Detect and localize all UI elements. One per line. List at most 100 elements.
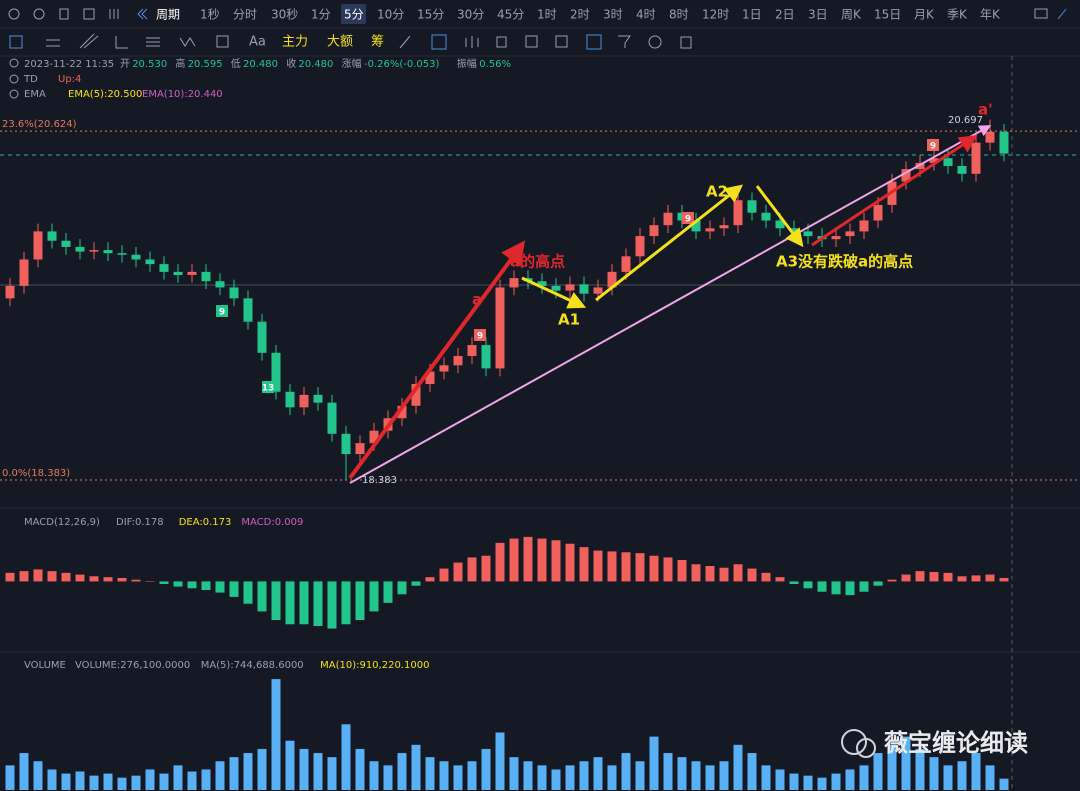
watermark: 薇宝缠论细读: [884, 729, 1028, 757]
period-button[interactable]: 3时: [603, 8, 623, 22]
icon[interactable]: [179, 37, 196, 47]
macd-bar: [971, 575, 981, 582]
volume-bar: [971, 753, 981, 790]
period-button[interactable]: 5分: [344, 8, 364, 22]
icon[interactable]: [525, 35, 538, 48]
macd-bar: [943, 572, 953, 582]
tool-button[interactable]: 主力: [282, 35, 308, 50]
candle-body: [579, 284, 589, 294]
candle-body: [719, 225, 729, 229]
icon[interactable]: [431, 34, 447, 50]
candle-body: [397, 405, 407, 419]
macd-bar: [397, 581, 407, 595]
period-button[interactable]: 季K: [947, 8, 968, 22]
period-button[interactable]: 4时: [636, 8, 656, 22]
period-button[interactable]: 1秒: [200, 8, 220, 22]
macd-bar: [621, 552, 631, 582]
candle-body: [75, 246, 85, 252]
volume-bar: [89, 775, 99, 790]
volume-bar: [257, 748, 267, 790]
trend-arrow: [521, 276, 587, 309]
icon[interactable]: [618, 35, 631, 48]
macd-bar: [999, 578, 1009, 582]
macd-bar: [453, 562, 463, 582]
period-button[interactable]: 2日: [775, 8, 795, 22]
panel-legend: DEA:0.173: [179, 517, 232, 528]
period-button[interactable]: 年K: [980, 8, 1001, 22]
period-button[interactable]: 30秒: [271, 8, 298, 22]
candle-body: [929, 158, 939, 163]
period-button[interactable]: 1分: [311, 8, 331, 22]
icon[interactable]: [46, 39, 60, 47]
tool-button[interactable]: 筹: [371, 34, 384, 50]
icon[interactable]: [79, 33, 99, 49]
volume-bar: [187, 771, 197, 790]
icon[interactable]: [33, 8, 45, 20]
icon[interactable]: [648, 35, 662, 49]
period-button[interactable]: 15日: [874, 8, 901, 22]
toolbar-icons[interactable]: [8, 8, 1067, 99]
period-button[interactable]: 分时: [233, 8, 257, 22]
volume-bar: [411, 744, 421, 790]
volume-bar: [593, 757, 603, 790]
candle-body: [19, 259, 29, 286]
macd-bar: [593, 550, 603, 582]
overlays: a a的高点 A1 A2 A3没有跌破a的高点 a' 薇宝缠论细读: [348, 101, 1028, 758]
info-label: 低: [231, 57, 241, 70]
period-button[interactable]: 8时: [669, 8, 689, 22]
icon[interactable]: [59, 8, 69, 20]
macd-bar: [859, 581, 869, 592]
volume-bar: [243, 753, 253, 790]
macd-bar: [313, 581, 323, 626]
icon[interactable]: [137, 8, 148, 20]
candle-body: [747, 200, 757, 213]
icon[interactable]: [586, 34, 602, 50]
icon[interactable]: [146, 37, 160, 47]
icon[interactable]: [1057, 8, 1067, 20]
icon[interactable]: [9, 35, 23, 49]
period-button[interactable]: 1时: [537, 8, 557, 22]
fib-label: 23.6%(20.624): [2, 119, 77, 130]
icon[interactable]: [109, 9, 119, 19]
info-value: 20.480: [298, 59, 333, 70]
macd-bar: [551, 540, 561, 582]
macd-bar: [649, 555, 659, 582]
icon[interactable]: [216, 35, 229, 48]
tool-button[interactable]: Aa: [249, 35, 266, 50]
period-button[interactable]: 1日: [742, 8, 762, 22]
active-period-bg[interactable]: [341, 4, 366, 24]
macd-bar: [579, 547, 589, 582]
period-button[interactable]: 2时: [570, 8, 590, 22]
period-button[interactable]: 45分: [497, 8, 524, 22]
macd-bar: [131, 579, 141, 582]
icon[interactable]: [496, 36, 507, 48]
icon[interactable]: [1034, 8, 1048, 19]
period-button[interactable]: 月K: [914, 8, 935, 22]
macd-bar: [789, 581, 799, 584]
period-button[interactable]: 10分: [377, 8, 404, 22]
macd-bar: [103, 577, 113, 582]
macd-bar: [439, 568, 449, 582]
volume-bar: [453, 765, 463, 790]
volume-bar: [229, 757, 239, 790]
icon[interactable]: [115, 36, 128, 49]
icon[interactable]: [399, 35, 411, 49]
period-button[interactable]: 周K: [841, 8, 862, 22]
period-button[interactable]: 12时: [702, 8, 729, 22]
macd-bar: [61, 572, 71, 582]
macd-bar: [635, 553, 645, 582]
period-button[interactable]: 3日: [808, 8, 828, 22]
period-label[interactable]: 周期: [156, 8, 180, 22]
tool-button[interactable]: 大额: [327, 35, 353, 50]
macd-bar: [985, 574, 995, 582]
icon[interactable]: [83, 8, 95, 20]
candle-body: [971, 142, 981, 174]
icon[interactable]: [8, 8, 20, 20]
period-button[interactable]: 15分: [417, 8, 444, 22]
icon[interactable]: [555, 35, 568, 48]
info-value: -0.26%(-0.053): [364, 59, 440, 70]
icon[interactable]: [680, 36, 692, 49]
icon[interactable]: [465, 36, 479, 48]
period-button[interactable]: 30分: [457, 8, 484, 22]
